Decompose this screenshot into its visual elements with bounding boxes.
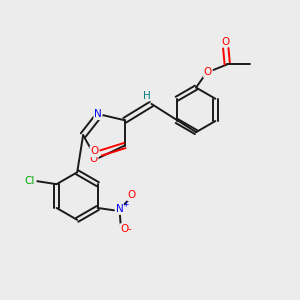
Text: O: O [89, 154, 98, 164]
Text: +: + [122, 200, 129, 209]
Text: H: H [143, 91, 151, 100]
Text: N: N [94, 109, 102, 119]
Text: O: O [204, 67, 212, 77]
Text: Cl: Cl [25, 176, 35, 186]
Text: O: O [120, 224, 128, 234]
Text: -: - [128, 224, 131, 234]
Text: O: O [90, 146, 98, 157]
Text: O: O [128, 190, 136, 200]
Text: N: N [116, 204, 123, 214]
Text: O: O [222, 37, 230, 46]
